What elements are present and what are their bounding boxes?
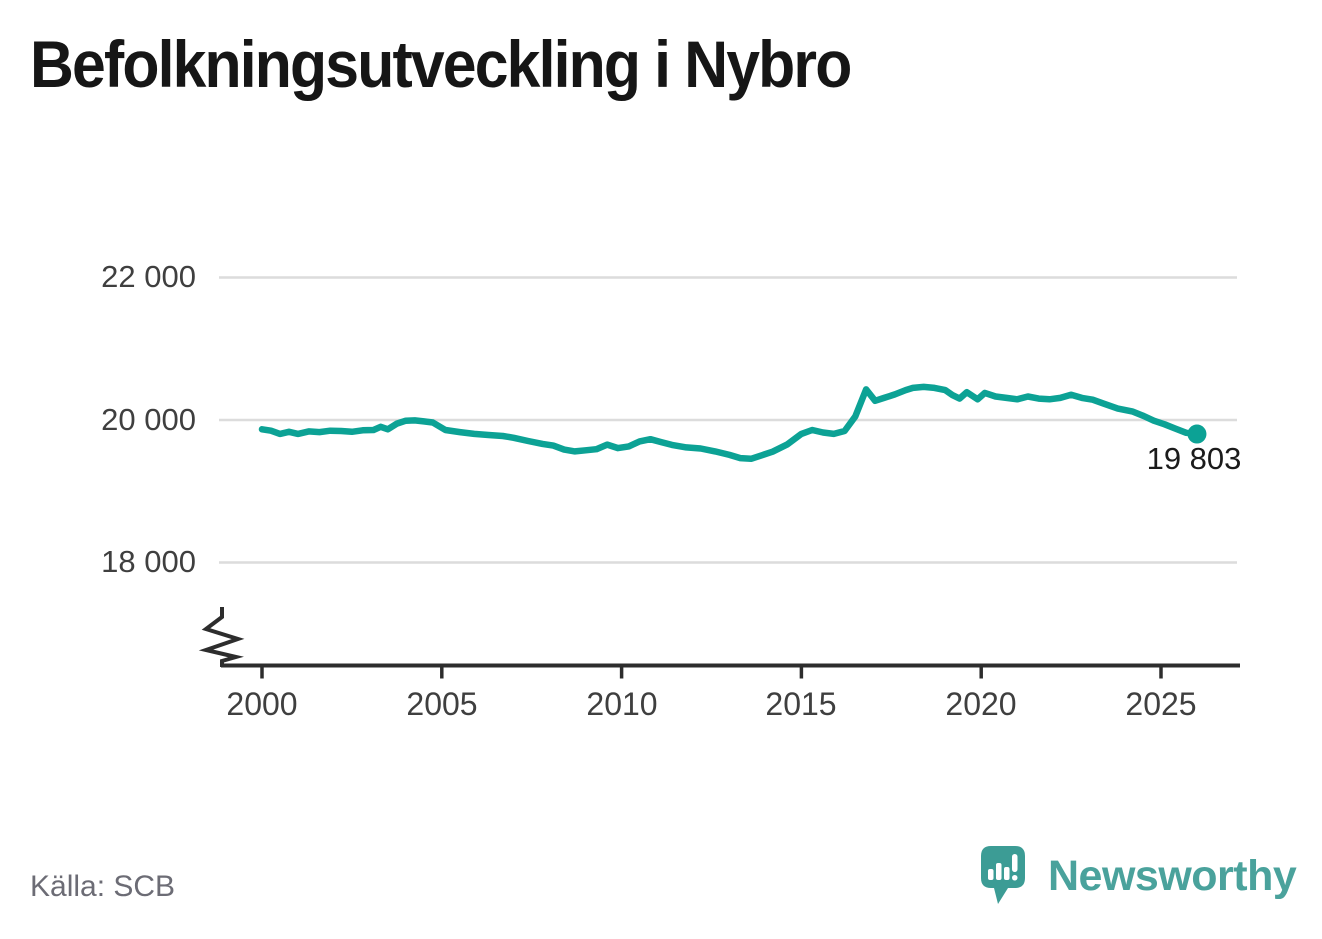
- brand-wordmark: Newsworthy: [1048, 852, 1297, 900]
- x-axis-tick-label-2000: 2000: [226, 686, 298, 722]
- x-axis-tick-label-2025: 2025: [1125, 686, 1197, 722]
- x-axis-tick-label-2005: 2005: [406, 686, 478, 722]
- x-axis-tick-label-2010: 2010: [586, 686, 658, 722]
- x-axis-tick-label-2020: 2020: [945, 686, 1017, 722]
- y-axis-tick-label-22000: 22 000: [101, 259, 196, 294]
- end-point-marker: [1187, 424, 1207, 444]
- y-axis-tick-label-18000: 18 000: [101, 544, 196, 579]
- last-value-annotation: 19 803: [1146, 441, 1242, 476]
- y-axis-break-icon: [198, 607, 245, 667]
- speech-bubble-chart-icon: [981, 846, 1025, 904]
- y-axis-tick-label-20000: 20 000: [101, 402, 196, 437]
- brand-lockup: Newsworthy: [980, 845, 1297, 907]
- population-series-line: [258, 383, 1201, 463]
- page-title: Befolkningsutveckling i Nybro: [30, 27, 852, 101]
- x-axis-tick-label-2015: 2015: [765, 686, 837, 722]
- source-text: Källa: SCB: [30, 870, 176, 903]
